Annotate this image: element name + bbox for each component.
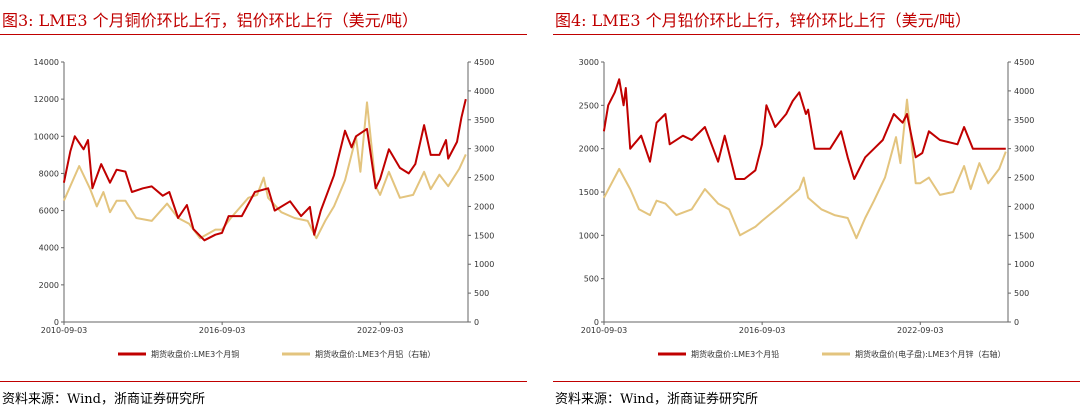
- figure-4-panel: 图4: LME3 个月铅价环比上行，锌价环比上行（美元/吨） 0 500 1000 1…: [553, 0, 1080, 417]
- legend-label: 期货收盘价:LME3个月铜: [151, 349, 239, 359]
- y-tick-label: 10000: [34, 132, 59, 141]
- y2-tick-label: 1500: [474, 231, 494, 240]
- x-tick-label: 2022-09-03: [897, 326, 944, 335]
- y2-tick-label: 3000: [1014, 145, 1034, 154]
- y2-tick-label: 3500: [1014, 116, 1034, 125]
- y2-tick-label: 4000: [474, 87, 494, 96]
- source-note: 资料来源：Wind，浙商证券研究所: [2, 392, 205, 407]
- title-divider: [553, 34, 1080, 35]
- y2-tick-label: 3000: [474, 145, 494, 154]
- series-line-right: [603, 98, 1007, 240]
- y2-tick-label: 1500: [1014, 231, 1034, 240]
- y-tick-label: 1000: [579, 231, 599, 240]
- title-divider: [0, 34, 527, 35]
- y2-tick-label: 2500: [1014, 174, 1034, 183]
- x-tick-label: 2016-09-03: [199, 326, 246, 335]
- y2-tick-label: 0: [1014, 318, 1019, 327]
- legend-label: 期货收盘价:LME3个月铝（右轴）: [315, 349, 435, 359]
- source-divider: [0, 381, 527, 382]
- y2-tick-label: 4500: [1014, 58, 1034, 67]
- series-line-right: [62, 101, 467, 240]
- y2-tick-label: 2000: [1014, 202, 1034, 211]
- y2-tick-label: 500: [474, 289, 489, 298]
- y-tick-label: 1500: [579, 188, 599, 197]
- source-divider: [553, 381, 1080, 382]
- legend-label: 期货收盘价:LME3个月铅: [691, 349, 779, 359]
- x-tick-label: 2010-09-03: [581, 326, 628, 335]
- y2-tick-label: 1000: [1014, 260, 1034, 269]
- y-tick-label: 6000: [39, 207, 59, 216]
- y2-tick-label: 4000: [1014, 87, 1034, 96]
- lead-zinc-chart: 0 500 1000 1500 2000 2500 3000 0 500 1000 1500 2000…: [579, 58, 1035, 359]
- y2-tick-label: 3500: [474, 116, 494, 125]
- y-tick-label: 8000: [39, 169, 59, 178]
- y2-tick-label: 500: [1014, 289, 1029, 298]
- series-line-left: [62, 98, 467, 242]
- source-note: 资料来源：Wind，浙商证券研究所: [555, 392, 758, 407]
- x-tick-label: 2022-09-03: [357, 326, 404, 335]
- y-tick-label: 14000: [34, 58, 59, 67]
- x-tick-label: 2016-09-03: [739, 326, 786, 335]
- y-tick-label: 2000: [39, 281, 59, 290]
- y-tick-label: 12000: [34, 95, 59, 104]
- series-line-left: [602, 78, 1006, 180]
- y2-tick-label: 2000: [474, 202, 494, 211]
- y-tick-label: 500: [584, 275, 599, 284]
- x-tick-label: 2010-09-03: [41, 326, 88, 335]
- figure-3-panel: 图3: LME3 个月铜价环比上行，铝价环比上行（美元/吨） 0 2000 4000…: [0, 0, 527, 417]
- y-tick-label: 2500: [579, 101, 599, 110]
- y-tick-label: 4000: [39, 244, 59, 253]
- figure-title: 图3: LME3 个月铜价环比上行，铝价环比上行（美元/吨）: [2, 11, 419, 30]
- y-tick-label: 3000: [579, 58, 599, 67]
- y-tick-label: 2000: [579, 145, 599, 154]
- y2-tick-label: 1000: [474, 260, 494, 269]
- y2-tick-label: 2500: [474, 174, 494, 183]
- copper-aluminum-chart: 0 2000 4000 6000 8000 10000 12000 14000 0 500 1000…: [34, 58, 495, 359]
- figure-title: 图4: LME3 个月铅价环比上行，锌价环比上行（美元/吨）: [555, 11, 972, 30]
- y2-tick-label: 4500: [474, 58, 494, 67]
- y2-tick-label: 0: [474, 318, 479, 327]
- legend-label: 期货收盘价(电子盘):LME3个月锌（右轴）: [855, 349, 1005, 359]
- y-tick-label: 0: [54, 318, 59, 327]
- y-tick-label: 0: [594, 318, 599, 327]
